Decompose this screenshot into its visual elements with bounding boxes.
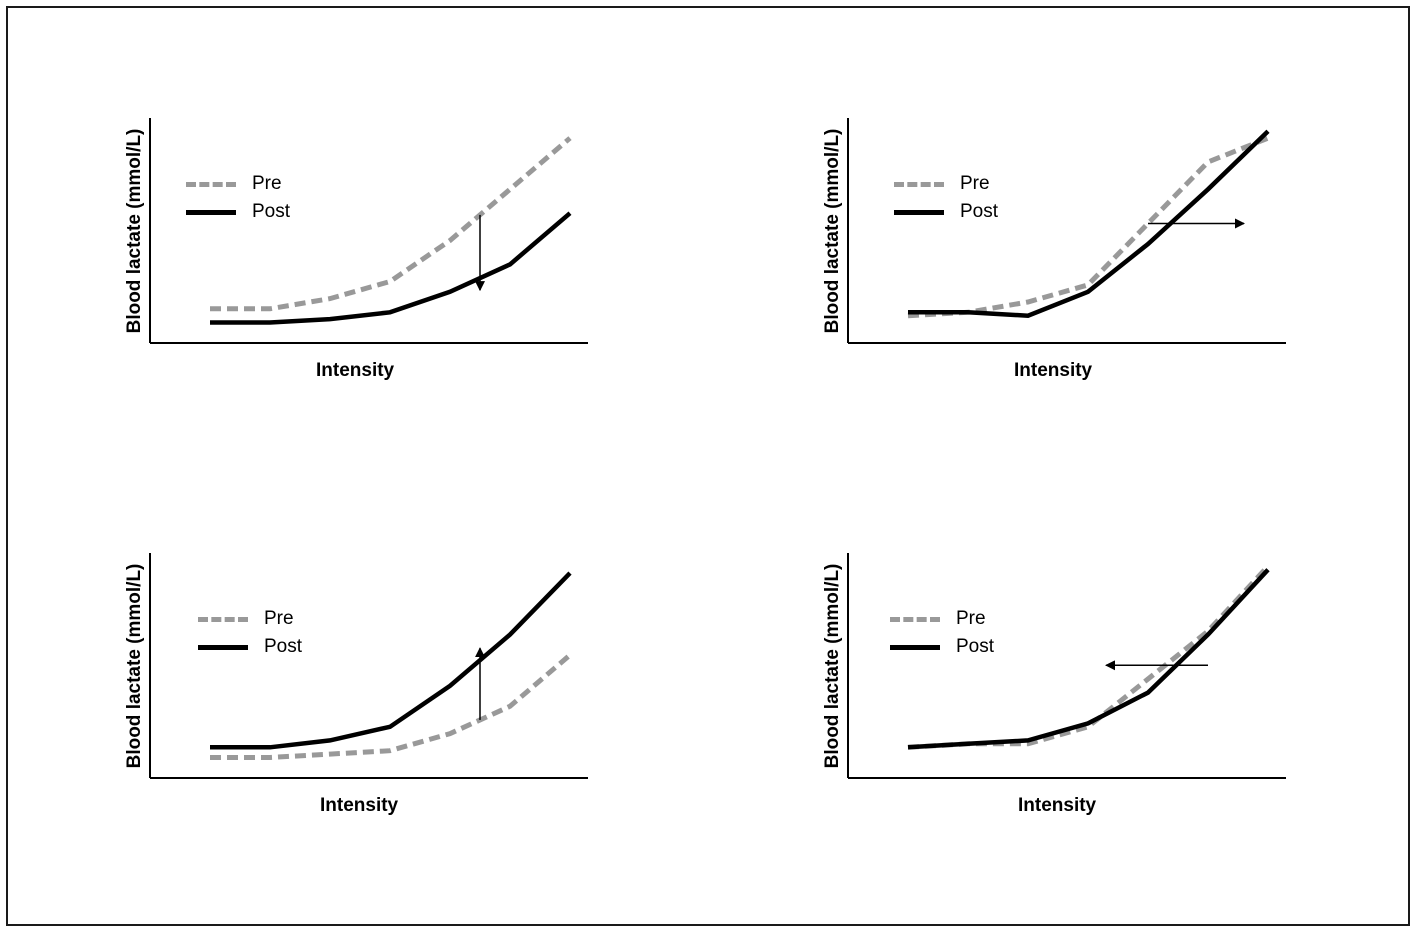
legend-item-pre: Pre	[890, 605, 994, 633]
legend-label-pre: Pre	[960, 173, 990, 195]
legend-item-post: Post	[186, 198, 290, 226]
legend-label-post: Post	[956, 636, 994, 658]
x-axis-label: Intensity	[316, 360, 394, 382]
chart-panel-leftward-shift: Blood lactate (mmol/L) Pre Post Intensit…	[818, 545, 1338, 845]
post-swatch	[894, 210, 944, 215]
legend-label-post: Post	[960, 201, 998, 223]
legend-item-post: Post	[894, 198, 998, 226]
legend-item-pre: Pre	[894, 170, 998, 198]
legend-item-pre: Pre	[186, 170, 290, 198]
post-swatch	[198, 645, 248, 650]
pre-swatch	[186, 182, 236, 187]
series-line-post	[210, 213, 570, 322]
series-line-pre	[210, 655, 570, 758]
chart-panel-increased-lactate: Blood lactate (mmol/L) Pre Post Intensit…	[120, 545, 640, 845]
legend-item-pre: Pre	[198, 605, 302, 633]
pre-swatch	[890, 617, 940, 622]
legend-item-post: Post	[198, 633, 302, 661]
legend-label-pre: Pre	[264, 608, 294, 630]
pre-swatch	[198, 617, 248, 622]
legend: Pre Post	[198, 605, 302, 661]
legend-label-post: Post	[252, 201, 290, 223]
x-axis-label: Intensity	[1014, 360, 1092, 382]
legend: Pre Post	[186, 170, 290, 226]
pre-swatch	[894, 182, 944, 187]
legend-item-post: Post	[890, 633, 994, 661]
legend: Pre Post	[890, 605, 994, 661]
plot-area	[818, 110, 1278, 350]
post-swatch	[186, 210, 236, 215]
chart-panel-decreased-lactate: Blood lactate (mmol/L) Pre Post Intensit…	[120, 110, 640, 410]
x-axis-label: Intensity	[320, 795, 398, 817]
legend: Pre Post	[894, 170, 998, 226]
legend-label-pre: Pre	[252, 173, 282, 195]
post-swatch	[890, 645, 940, 650]
plot-area	[120, 110, 580, 350]
legend-label-pre: Pre	[956, 608, 986, 630]
plot-area	[818, 545, 1278, 785]
legend-label-post: Post	[264, 636, 302, 658]
chart-panel-rightward-shift: Blood lactate (mmol/L) Pre Post Intensit…	[818, 110, 1338, 410]
x-axis-label: Intensity	[1018, 795, 1096, 817]
plot-area	[120, 545, 580, 785]
